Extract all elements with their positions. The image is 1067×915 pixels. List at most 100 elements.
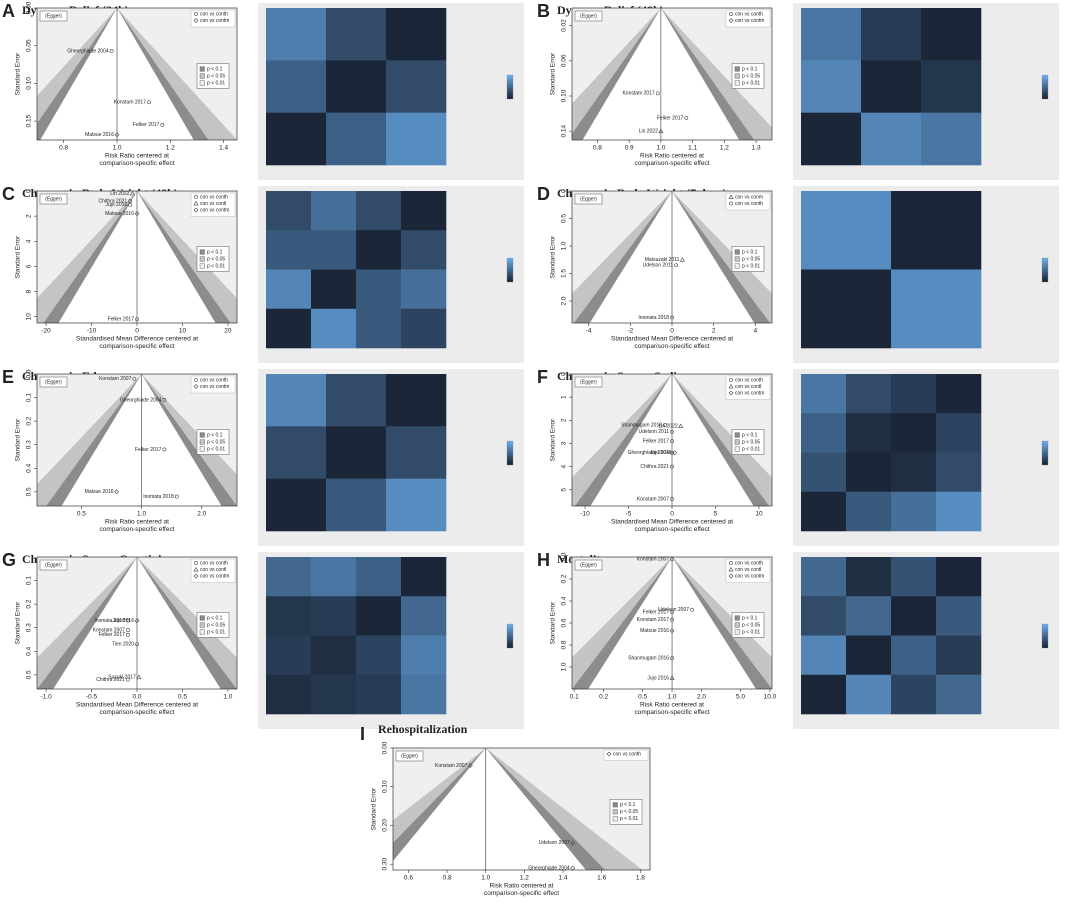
- legend-marker: [194, 378, 198, 382]
- legend-box: [190, 375, 236, 394]
- heatmap-cell: [326, 426, 387, 479]
- x-tick-label: 1.4: [559, 875, 568, 882]
- legend-label: con vs conth: [200, 560, 228, 566]
- contour-label: p < 0.05: [207, 622, 225, 628]
- heatmap-cell: [846, 452, 892, 493]
- legend-label: con vs contl: [200, 567, 226, 573]
- x-axis-label: comparison-specific effect: [99, 343, 174, 350]
- y-tick-label: 8: [26, 289, 33, 293]
- contour-label: p < 0.01: [207, 80, 225, 86]
- contour-label: p < 0.05: [207, 256, 225, 262]
- contour-label: p < 0.1: [742, 66, 758, 72]
- y-tick-label: 2: [561, 418, 568, 422]
- x-axis-label: Risk Ratio centered at: [640, 702, 704, 709]
- study-label: Gheorghiade 2004: [120, 397, 162, 403]
- study-label: Felker 2017: [135, 447, 162, 453]
- x-tick-label: 20: [224, 328, 232, 335]
- egger-box: [39, 559, 68, 571]
- y-tick-label: 10: [26, 313, 33, 321]
- legend-box: [603, 749, 649, 761]
- contour-swatch: [612, 816, 618, 822]
- x-tick-label: 0.6: [404, 875, 413, 882]
- heatmap-cell: [386, 478, 447, 532]
- study-point: [679, 257, 685, 262]
- heatmap-cell: [356, 230, 402, 270]
- heatmap-cell: [921, 60, 982, 113]
- heatmap-cell: [936, 413, 982, 453]
- heatmap-cell: [356, 308, 402, 349]
- y-tick-label: 0.30: [382, 857, 389, 870]
- study-label: Chithra 2021: [96, 677, 125, 683]
- study-label: Felker 2017: [133, 122, 160, 128]
- egger-label: (Egger): [45, 196, 62, 202]
- heatmap-cell: [266, 426, 327, 479]
- study-label: Jujo 2016: [647, 675, 669, 681]
- legend-marker: [728, 573, 734, 579]
- study-label: Gheorghiade 2004: [67, 48, 109, 54]
- y-axis-label: Standard Error: [550, 601, 557, 644]
- legend-marker: [193, 18, 199, 23]
- study-label: Konstam 2007: [93, 627, 125, 633]
- contour-label: p < 0.05: [742, 256, 760, 262]
- heatmap-cell: [356, 674, 402, 715]
- contour-swatch: [199, 629, 205, 635]
- egger-box: [39, 193, 68, 205]
- y-tick-label: 0.10: [382, 780, 389, 793]
- x-tick-label: 1.0: [656, 145, 665, 152]
- heatmap-cell: [801, 269, 892, 349]
- legend-marker: [728, 194, 734, 199]
- contour-swatch: [734, 439, 740, 445]
- heatmap-cell: [356, 269, 402, 310]
- x-tick-label: 5: [714, 511, 718, 518]
- y-tick-label: 0.10: [26, 77, 33, 90]
- contour-label: p < 0.05: [620, 809, 638, 815]
- study-point: [135, 317, 139, 322]
- x-tick-label: 0.5: [77, 511, 86, 518]
- heatmap-cell: [386, 374, 447, 427]
- x-tick-label: 2.0: [697, 694, 706, 701]
- y-tick-label: 0.00: [382, 741, 389, 754]
- y-tick-label: 0: [26, 189, 33, 193]
- legend-box: [725, 558, 771, 583]
- study-point: [570, 865, 576, 871]
- x-tick-label: -4: [586, 328, 592, 335]
- contour-swatch: [734, 66, 740, 72]
- contour-swatch: [199, 73, 205, 79]
- x-tick-label: 1.4: [219, 145, 228, 152]
- funnel-plot: [37, 557, 237, 689]
- study-label: Lin 2022: [639, 129, 658, 135]
- egger-box: [395, 750, 424, 762]
- contour-label: p < 0.05: [742, 73, 760, 79]
- x-axis-label: Risk Ratio centered at: [105, 519, 169, 526]
- contour-label: p < 0.01: [742, 446, 760, 452]
- x-axis-label: Risk Ratio centered at: [105, 153, 169, 160]
- heatmap-cell: [936, 374, 982, 414]
- x-tick-label: 0.1: [570, 694, 579, 701]
- panel-letter: B: [537, 1, 550, 21]
- y-tick-label: 0.5: [26, 670, 33, 679]
- x-tick-label: -2: [627, 328, 633, 335]
- study-point: [672, 450, 678, 456]
- heatmap-cell: [801, 674, 847, 715]
- x-axis-label: Standardised Mean Difference centered at: [611, 336, 733, 343]
- x-tick-label: 0.9: [625, 145, 634, 152]
- study-label: Lin 2022: [110, 191, 129, 197]
- heatmap-cell: [801, 635, 847, 676]
- colorbar: [506, 623, 514, 649]
- legend-label: con vs conth: [735, 377, 763, 383]
- study-point: [162, 447, 167, 452]
- study-point: [126, 677, 130, 682]
- study-point: [128, 199, 133, 203]
- heatmap-cell: [266, 112, 327, 166]
- y-tick-label: 1.0: [561, 662, 568, 671]
- study-point: [174, 494, 179, 499]
- egger-label: (Egger): [45, 562, 62, 568]
- x-tick-label: 0.5: [638, 694, 647, 701]
- panel-letter: D: [537, 184, 550, 204]
- x-tick-label: -20: [41, 328, 51, 335]
- heatmap-cell: [266, 478, 327, 532]
- colorbar: [1041, 74, 1049, 100]
- x-axis-label: Standardised Mean Difference centered at: [76, 336, 198, 343]
- legend-label: con vs conth: [613, 751, 641, 757]
- contour-swatch: [199, 66, 205, 72]
